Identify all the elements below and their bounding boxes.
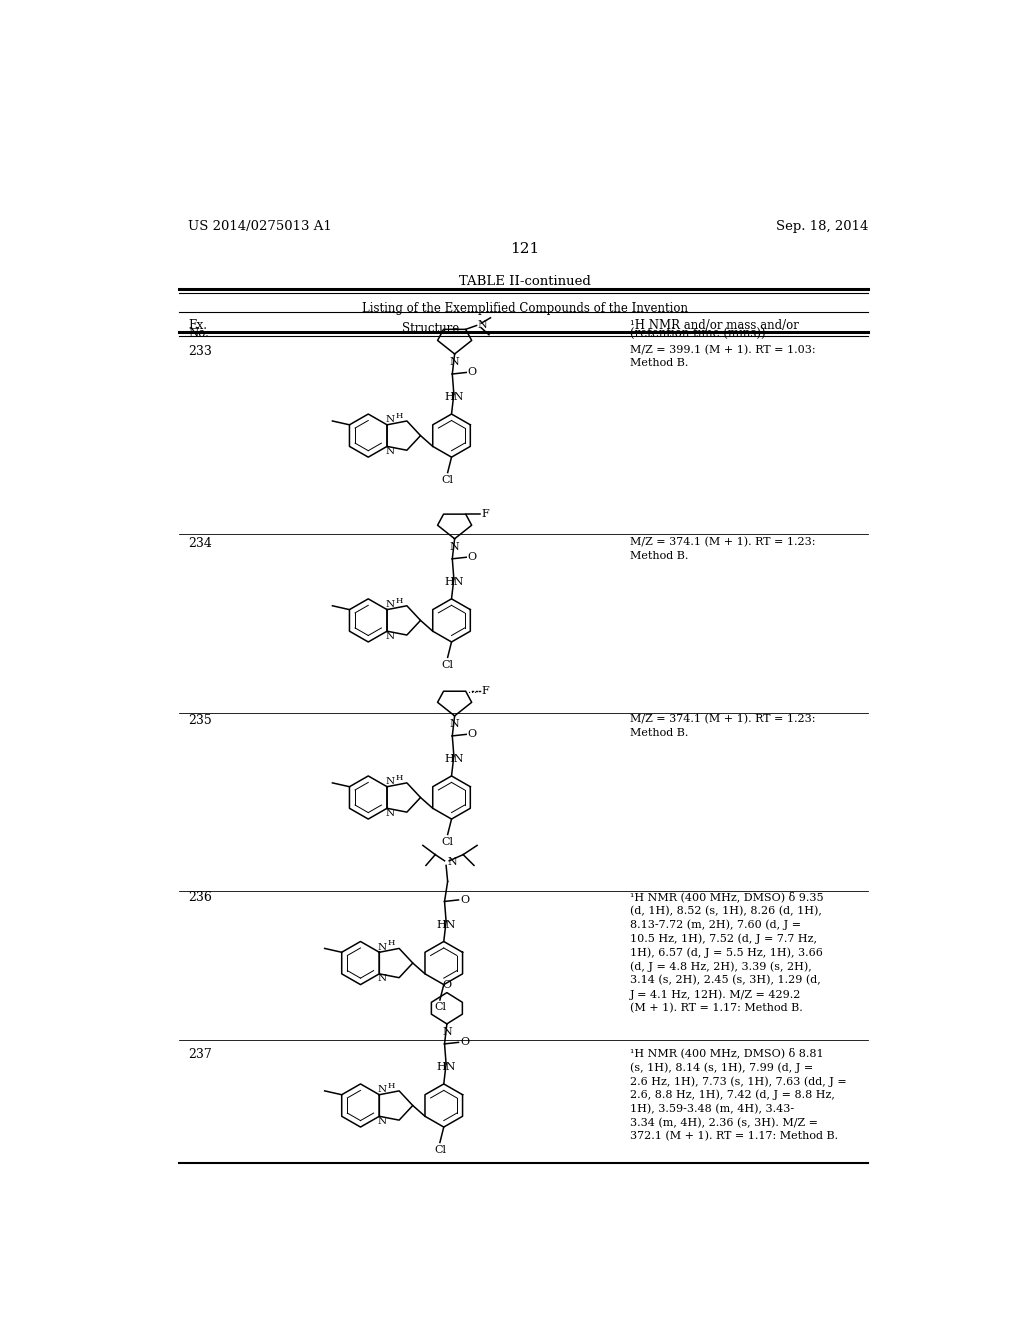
Text: O: O bbox=[468, 552, 477, 562]
Text: Cl: Cl bbox=[434, 1002, 445, 1012]
Text: HN: HN bbox=[444, 754, 464, 764]
Text: H: H bbox=[388, 940, 395, 948]
Text: N: N bbox=[385, 416, 394, 424]
Text: Ex.: Ex. bbox=[188, 318, 208, 331]
Text: N: N bbox=[450, 358, 460, 367]
Text: O: O bbox=[460, 895, 469, 906]
Text: H: H bbox=[388, 1082, 395, 1090]
Text: Sep. 18, 2014: Sep. 18, 2014 bbox=[776, 220, 868, 234]
Text: M/Z = 399.1 (M + 1). RT = 1.03:
Method B.: M/Z = 399.1 (M + 1). RT = 1.03: Method B… bbox=[630, 345, 816, 368]
Text: 235: 235 bbox=[188, 714, 212, 727]
Text: O: O bbox=[460, 1038, 469, 1047]
Text: 121: 121 bbox=[510, 242, 540, 256]
Text: HN: HN bbox=[437, 1063, 457, 1072]
Text: N: N bbox=[385, 777, 394, 787]
Text: N: N bbox=[385, 809, 394, 818]
Text: N: N bbox=[477, 321, 487, 330]
Text: Cl: Cl bbox=[441, 660, 454, 669]
Text: O: O bbox=[442, 979, 452, 990]
Text: N: N bbox=[378, 974, 387, 983]
Text: HN: HN bbox=[437, 920, 457, 929]
Text: F: F bbox=[481, 510, 488, 519]
Text: Cl: Cl bbox=[441, 475, 454, 484]
Text: M/Z = 374.1 (M + 1). RT = 1.23:
Method B.: M/Z = 374.1 (M + 1). RT = 1.23: Method B… bbox=[630, 537, 816, 561]
Text: .: . bbox=[473, 686, 476, 694]
Text: ¹H NMR and/or mass and/or: ¹H NMR and/or mass and/or bbox=[630, 318, 799, 331]
Text: F: F bbox=[481, 686, 488, 696]
Text: .: . bbox=[467, 686, 470, 694]
Text: N: N bbox=[385, 601, 394, 609]
Text: .: . bbox=[470, 686, 473, 694]
Text: N: N bbox=[442, 1027, 452, 1038]
Text: 234: 234 bbox=[188, 537, 212, 550]
Text: 233: 233 bbox=[188, 345, 212, 358]
Text: ¹H NMR (400 MHz, DMSO) δ 8.81
(s, 1H), 8.14 (s, 1H), 7.99 (d, J =
2.6 Hz, 1H), 7: ¹H NMR (400 MHz, DMSO) δ 8.81 (s, 1H), 8… bbox=[630, 1048, 847, 1142]
Text: Cl: Cl bbox=[434, 1144, 445, 1155]
Text: H: H bbox=[395, 412, 402, 420]
Text: US 2014/0275013 A1: US 2014/0275013 A1 bbox=[188, 220, 332, 234]
Text: N: N bbox=[450, 543, 460, 552]
Text: M/Z = 374.1 (M + 1). RT = 1.23:
Method B.: M/Z = 374.1 (M + 1). RT = 1.23: Method B… bbox=[630, 714, 816, 738]
Text: N: N bbox=[385, 632, 394, 640]
Text: O: O bbox=[468, 730, 477, 739]
Text: N: N bbox=[378, 1085, 387, 1094]
Text: HN: HN bbox=[444, 577, 464, 587]
Text: H: H bbox=[395, 597, 402, 605]
Text: Structure: Structure bbox=[401, 322, 459, 335]
Text: Listing of the Exemplified Compounds of the Invention: Listing of the Exemplified Compounds of … bbox=[361, 302, 688, 314]
Text: 237: 237 bbox=[188, 1048, 212, 1061]
Text: N: N bbox=[450, 719, 460, 729]
Text: TABLE II-continued: TABLE II-continued bbox=[459, 276, 591, 289]
Text: H: H bbox=[395, 774, 402, 781]
Text: HN: HN bbox=[444, 392, 464, 403]
Text: 236: 236 bbox=[188, 891, 212, 904]
Text: Cl: Cl bbox=[441, 837, 454, 846]
Text: N: N bbox=[378, 1117, 387, 1126]
Text: O: O bbox=[468, 367, 477, 378]
Text: N: N bbox=[385, 447, 394, 455]
Text: N: N bbox=[378, 942, 387, 952]
Text: N: N bbox=[447, 857, 458, 867]
Text: No.: No. bbox=[188, 327, 209, 341]
Text: ¹H NMR (400 MHz, DMSO) δ 9.35
(d, 1H), 8.52 (s, 1H), 8.26 (d, 1H),
8.13-7.72 (m,: ¹H NMR (400 MHz, DMSO) δ 9.35 (d, 1H), 8… bbox=[630, 891, 824, 1014]
Text: (retention time (mins)): (retention time (mins)) bbox=[630, 327, 766, 341]
